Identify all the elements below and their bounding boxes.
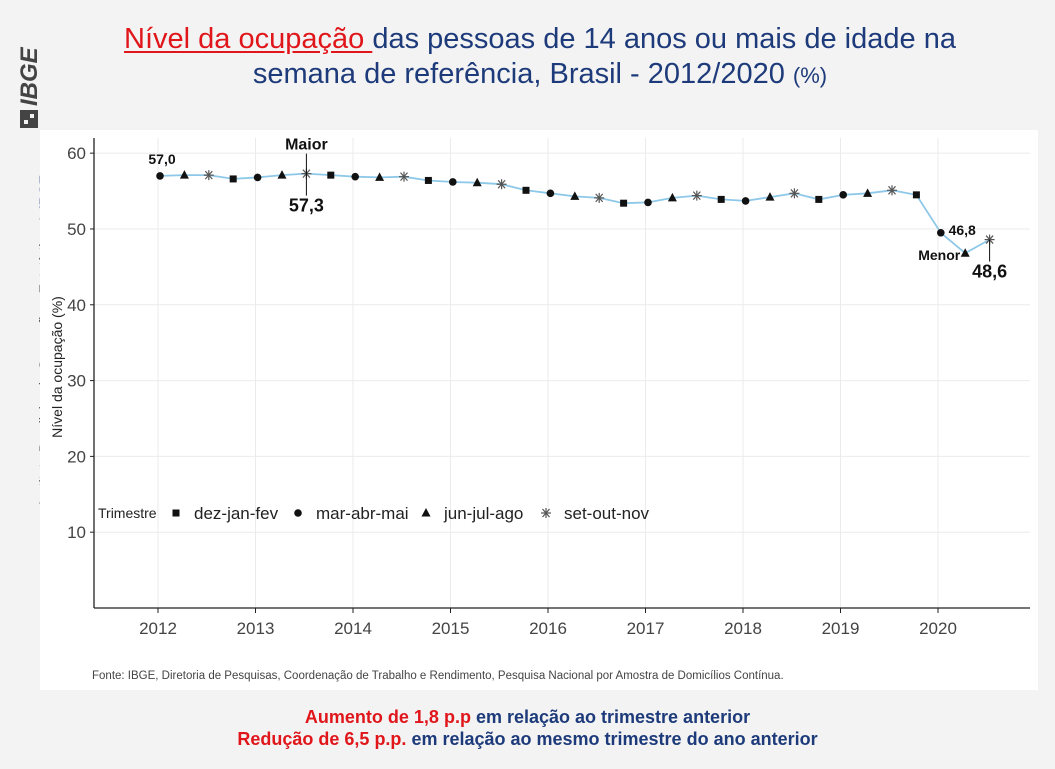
legend-marker-set-out-nov (541, 508, 551, 518)
data-point (399, 171, 409, 182)
data-point (741, 197, 750, 205)
data-point (839, 191, 847, 199)
data-point (203, 170, 214, 181)
legend-label: set-out-nov (564, 504, 650, 523)
footer-increase: Aumento de 1,8 p.p (304, 707, 471, 727)
x-tick-label: 2013 (237, 619, 275, 638)
data-point (960, 248, 970, 257)
data-point (546, 189, 555, 198)
data-point (691, 190, 702, 201)
title-unit: (%) (792, 63, 828, 88)
logo-text: IBGE (16, 46, 43, 106)
footer-line-1: Aumento de 1,8 p.p em relação ao trimest… (0, 706, 1055, 728)
y-tick-label: 10 (67, 523, 86, 542)
title-text: das pessoas de 14 anos ou mais de idade … (252, 23, 956, 90)
legend-label: dez-jan-fev (194, 504, 279, 523)
x-tick-label: 2012 (139, 619, 177, 638)
y-tick-label: 60 (67, 144, 86, 163)
footer-line-2: Redução de 6,5 p.p. em relação ao mesmo … (0, 728, 1055, 750)
title-highlight: Nível da ocupação (124, 23, 373, 55)
data-point (717, 195, 725, 203)
data-point (351, 172, 360, 181)
legend-marker-jun-jul-ago (421, 508, 431, 517)
data-point (863, 188, 873, 197)
annotation-max-label: Maior (285, 137, 328, 154)
footer-notes: Aumento de 1,8 p.p em relação ao trimest… (0, 706, 1055, 750)
data-point (887, 185, 897, 196)
annotation-min-label: Menor (918, 247, 961, 263)
line-chart: 10 20 30 40 50 60 2012 2013 2014 2015 2016 2017 2018… (49, 137, 1030, 682)
data-point (765, 192, 775, 201)
legend-title: Trimestre (98, 505, 157, 521)
y-tick-label: 30 (67, 372, 86, 391)
data-point (937, 228, 945, 237)
legend-label: jun-jul-ago (443, 504, 523, 523)
x-tick-label: 2016 (529, 619, 567, 638)
data-point (570, 191, 580, 200)
annotation-last-value: 48,6 (972, 262, 1007, 282)
annotation-max-value: 57,3 (289, 196, 324, 216)
logo-mark-icon (20, 110, 38, 128)
x-tick-label: 2017 (627, 619, 665, 638)
legend-marker-mar-abr-mai (294, 509, 302, 517)
footer-increase-text: em relação ao trimestre anterior (470, 707, 751, 727)
legend-label: mar-abr-mai (316, 504, 409, 523)
chart-panel: 10 20 30 40 50 60 2012 2013 2014 2015 2016 2017 2018… (40, 130, 1038, 690)
y-axis-label: Nível da ocupação (%) (49, 296, 65, 438)
data-point (815, 195, 823, 203)
page-title: Nível da ocupação das pessoas de 14 anos… (80, 22, 1000, 93)
footer-decrease-text: em relação ao mesmo trimestre do ano ant… (406, 729, 818, 749)
data-point (375, 172, 385, 181)
data-point (327, 171, 335, 179)
x-tick-label: 2015 (432, 619, 470, 638)
data-point (644, 198, 652, 207)
data-point (789, 188, 800, 199)
data-point (179, 170, 189, 179)
data-point (472, 177, 482, 187)
annotation-min-value: 46,8 (949, 222, 976, 238)
data-point (253, 173, 262, 182)
source-note: Fonte: IBGE, Diretoria de Pesquisas, Coo… (92, 670, 784, 682)
x-tick-label: 2014 (334, 619, 372, 638)
series-line (159, 172, 991, 255)
x-tick-label: 2020 (919, 619, 957, 638)
ibge-logo: IBGE (16, 46, 43, 128)
x-tick-label: 2018 (724, 619, 762, 638)
legend-marker-dez-jan-fev (172, 509, 180, 517)
data-point (496, 179, 507, 190)
data-point (156, 172, 164, 180)
data-point (424, 176, 432, 184)
y-tick-label: 20 (67, 447, 86, 466)
data-point (912, 191, 920, 199)
y-tick-label: 50 (67, 220, 86, 239)
data-point (449, 178, 457, 186)
y-tick-label: 40 (67, 296, 86, 315)
data-point (522, 186, 530, 194)
data-point (229, 175, 237, 183)
footer-decrease: Redução de 6,5 p.p. (237, 729, 407, 749)
data-point (277, 170, 287, 179)
data-point (594, 192, 605, 203)
annotation-first-value: 57,0 (148, 151, 175, 167)
data-point (667, 192, 677, 202)
data-point (620, 199, 628, 207)
x-tick-label: 2019 (822, 619, 860, 638)
